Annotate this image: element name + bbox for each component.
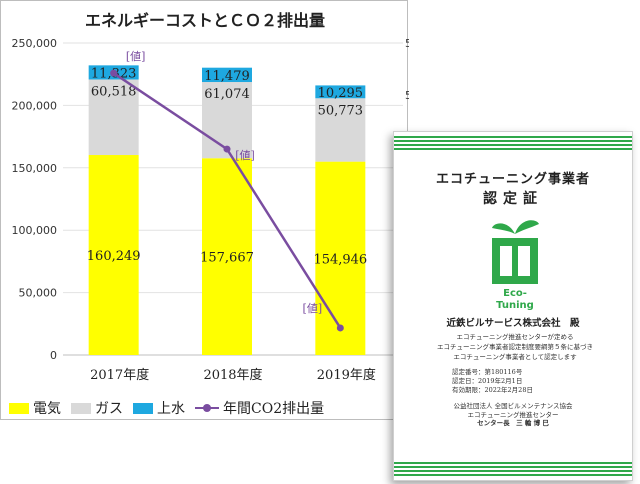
bar-data-label: 10,295	[318, 86, 364, 101]
legend-item-gas: ガス	[71, 398, 123, 418]
certificate: エコチューニング事業者 認定証 Eco- Tuning 近鉄ビルサービス株式会社…	[393, 131, 633, 481]
bar-data-label: 160,249	[87, 249, 141, 264]
certificate-company: 近鉄ビルサービス株式会社 殿	[446, 318, 580, 329]
legend-swatch-co2	[195, 402, 219, 414]
legend-label-water: 上水	[157, 401, 185, 417]
bar-electricity	[202, 158, 252, 355]
svg-text:Eco-: Eco-	[503, 288, 527, 299]
bar-gas	[315, 98, 366, 162]
x-tick-label: 2017年度	[90, 367, 149, 383]
certificate-body-line: エコチューニング事業者認定制度要綱第５条に基づき	[437, 343, 593, 351]
legend-item-electricity: 電気	[9, 398, 61, 418]
bar-data-label: 60,518	[91, 84, 137, 99]
bar-data-label: 11,479	[204, 69, 250, 84]
bar-electricity	[88, 155, 139, 355]
bar-data-label: 50,773	[318, 103, 364, 118]
co2-point	[110, 69, 118, 77]
certificate-info-row: 認定番号：第180116号	[452, 368, 523, 376]
y-tick-label-left: 50,000	[19, 287, 58, 300]
bar-data-label: 154,946	[313, 252, 367, 267]
y-tick-label-left: 250,000	[12, 37, 58, 50]
y-tick-label-left: 100,000	[12, 224, 58, 237]
y-tick-label-right: 5,500,000	[405, 37, 409, 50]
x-tick-label: 2019年度	[317, 367, 376, 383]
chart-legend: 電気 ガス 上水 年間CO2排出量	[9, 398, 407, 418]
certificate-info: 認定番号：第180116号 認定日：2019年2月1日 有効期限：2022年2月…	[452, 368, 533, 395]
certificate-heading: エコチューニング事業者	[435, 172, 590, 187]
legend-label-co2: 年間CO2排出量	[223, 401, 325, 417]
certificate-body-line: エコチューニング推進センターが定める	[456, 333, 574, 341]
certificate-title: 認定証	[483, 191, 543, 207]
co2-value-placeholder: [値]	[126, 50, 146, 63]
bar-data-label: 61,074	[204, 87, 250, 102]
certificate-issuer-line: 公益社団法人 全国ビルメンテナンス協会	[453, 402, 573, 410]
certificate-signer: センター長 三 輪 博 巳	[477, 419, 549, 427]
legend-label-electricity: 電気	[33, 401, 61, 417]
svg-text:Tuning: Tuning	[496, 300, 534, 311]
y-tick-label-right: 5,450,000	[405, 89, 409, 102]
x-tick-label: 2018年度	[203, 367, 262, 383]
legend-swatch-water	[133, 402, 153, 414]
co2-point	[223, 145, 231, 153]
certificate-info-row: 有効期限：2022年2月28日	[452, 386, 533, 394]
legend-item-water: 上水	[133, 398, 185, 418]
chart-plot: 0 50,000 100,000 150,000 200,000 250,000 5,500…	[12, 37, 410, 383]
chart-panel: エネルギーコストとＣＯ２排出量 0 50,000 100,000 150,000 200…	[0, 0, 410, 420]
certificate-body-line: エコチューニング事業者として認定します	[453, 353, 577, 361]
certificate-issuer: 公益社団法人 全国ビルメンテナンス協会 エコチューニング推進センター センター長…	[394, 402, 632, 428]
legend-label-gas: ガス	[95, 401, 123, 417]
y-tick-label-left: 150,000	[12, 162, 58, 175]
bar-data-label: 157,667	[200, 251, 254, 266]
legend-swatch-gas	[71, 402, 91, 414]
certificate-bottom-border	[394, 462, 632, 476]
certificate-info-row: 認定日：2019年2月1日	[452, 377, 523, 385]
certificate-issuer-line: エコチューニング推進センター	[467, 410, 559, 419]
bar-gas	[88, 79, 139, 156]
chart-title: エネルギーコストとＣＯ２排出量	[84, 11, 325, 30]
y-tick-label-left: 0	[50, 349, 57, 362]
co2-value-placeholder: [値]	[235, 149, 255, 162]
y-tick-label-left: 200,000	[12, 99, 58, 112]
certificate-body: エコチューニング推進センターが定める エコチューニング事業者認定制度要綱第５条に…	[412, 332, 618, 362]
co2-point	[336, 324, 344, 332]
certificate-top-border	[394, 136, 632, 150]
eco-tuning-logo: Eco- Tuning	[492, 220, 539, 311]
co2-value-placeholder: [値]	[303, 302, 323, 315]
bar-water	[202, 67, 252, 83]
bar-gas	[202, 82, 252, 159]
bar-water	[315, 85, 366, 99]
legend-item-co2: 年間CO2排出量	[195, 398, 324, 418]
bar-electricity	[315, 161, 366, 355]
legend-swatch-electricity	[9, 402, 29, 414]
